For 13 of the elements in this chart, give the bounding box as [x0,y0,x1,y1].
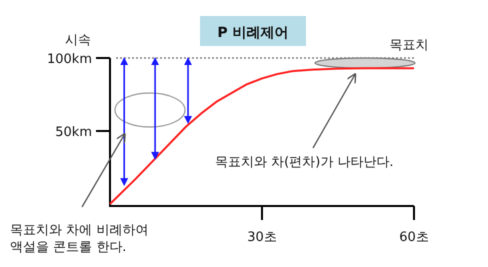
chart-title: P 비례제어 [217,25,289,41]
annotation: 목표치와 차(편차)가 나타난다. [215,72,394,170]
x-tick-label: 60초 [399,230,429,245]
annotation: 목표치와 차에 비례하여 액설을 콘트롤 한다. [10,223,148,255]
title: P 비례제어 [200,16,306,46]
x-tick-label: 30초 [247,230,277,245]
point [120,178,128,186]
point [151,152,160,160]
annotation: 목표치와 차(편차)가 나타난다. [215,155,394,170]
y-tick-label: 100km [46,52,92,67]
ref-line-label: 목표치 [390,38,428,53]
y-axis-title: 시속 [65,33,91,48]
point [184,116,192,124]
